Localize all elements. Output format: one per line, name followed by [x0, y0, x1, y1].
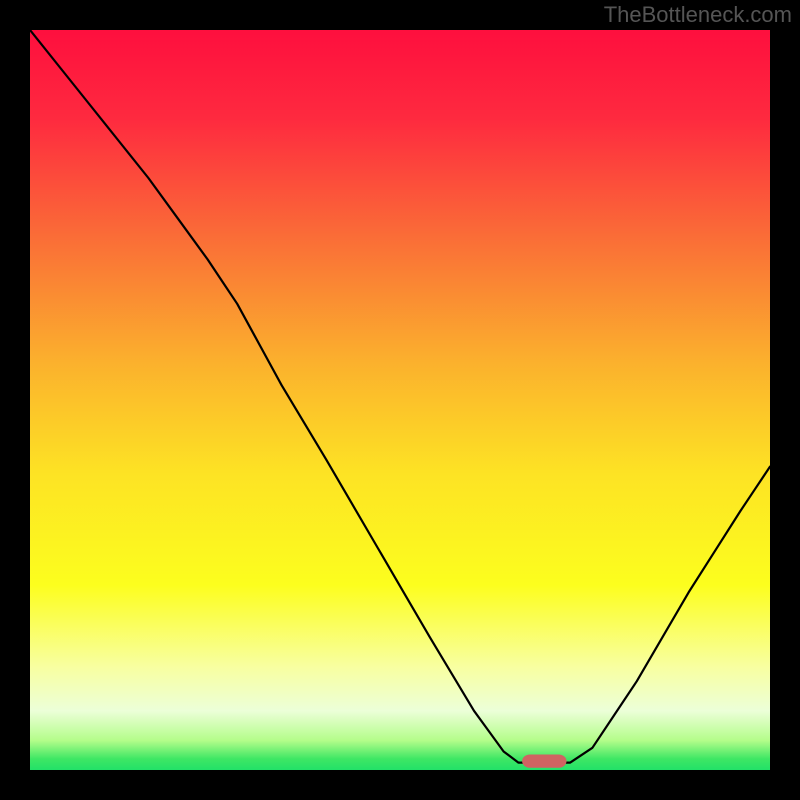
- minimum-marker: [522, 754, 566, 767]
- chart-canvas: [30, 30, 770, 770]
- gradient-background: [30, 30, 770, 770]
- chart-plot-area: [30, 30, 770, 770]
- watermark-text: TheBottleneck.com: [604, 2, 792, 28]
- chart-outer-frame: TheBottleneck.com: [0, 0, 800, 800]
